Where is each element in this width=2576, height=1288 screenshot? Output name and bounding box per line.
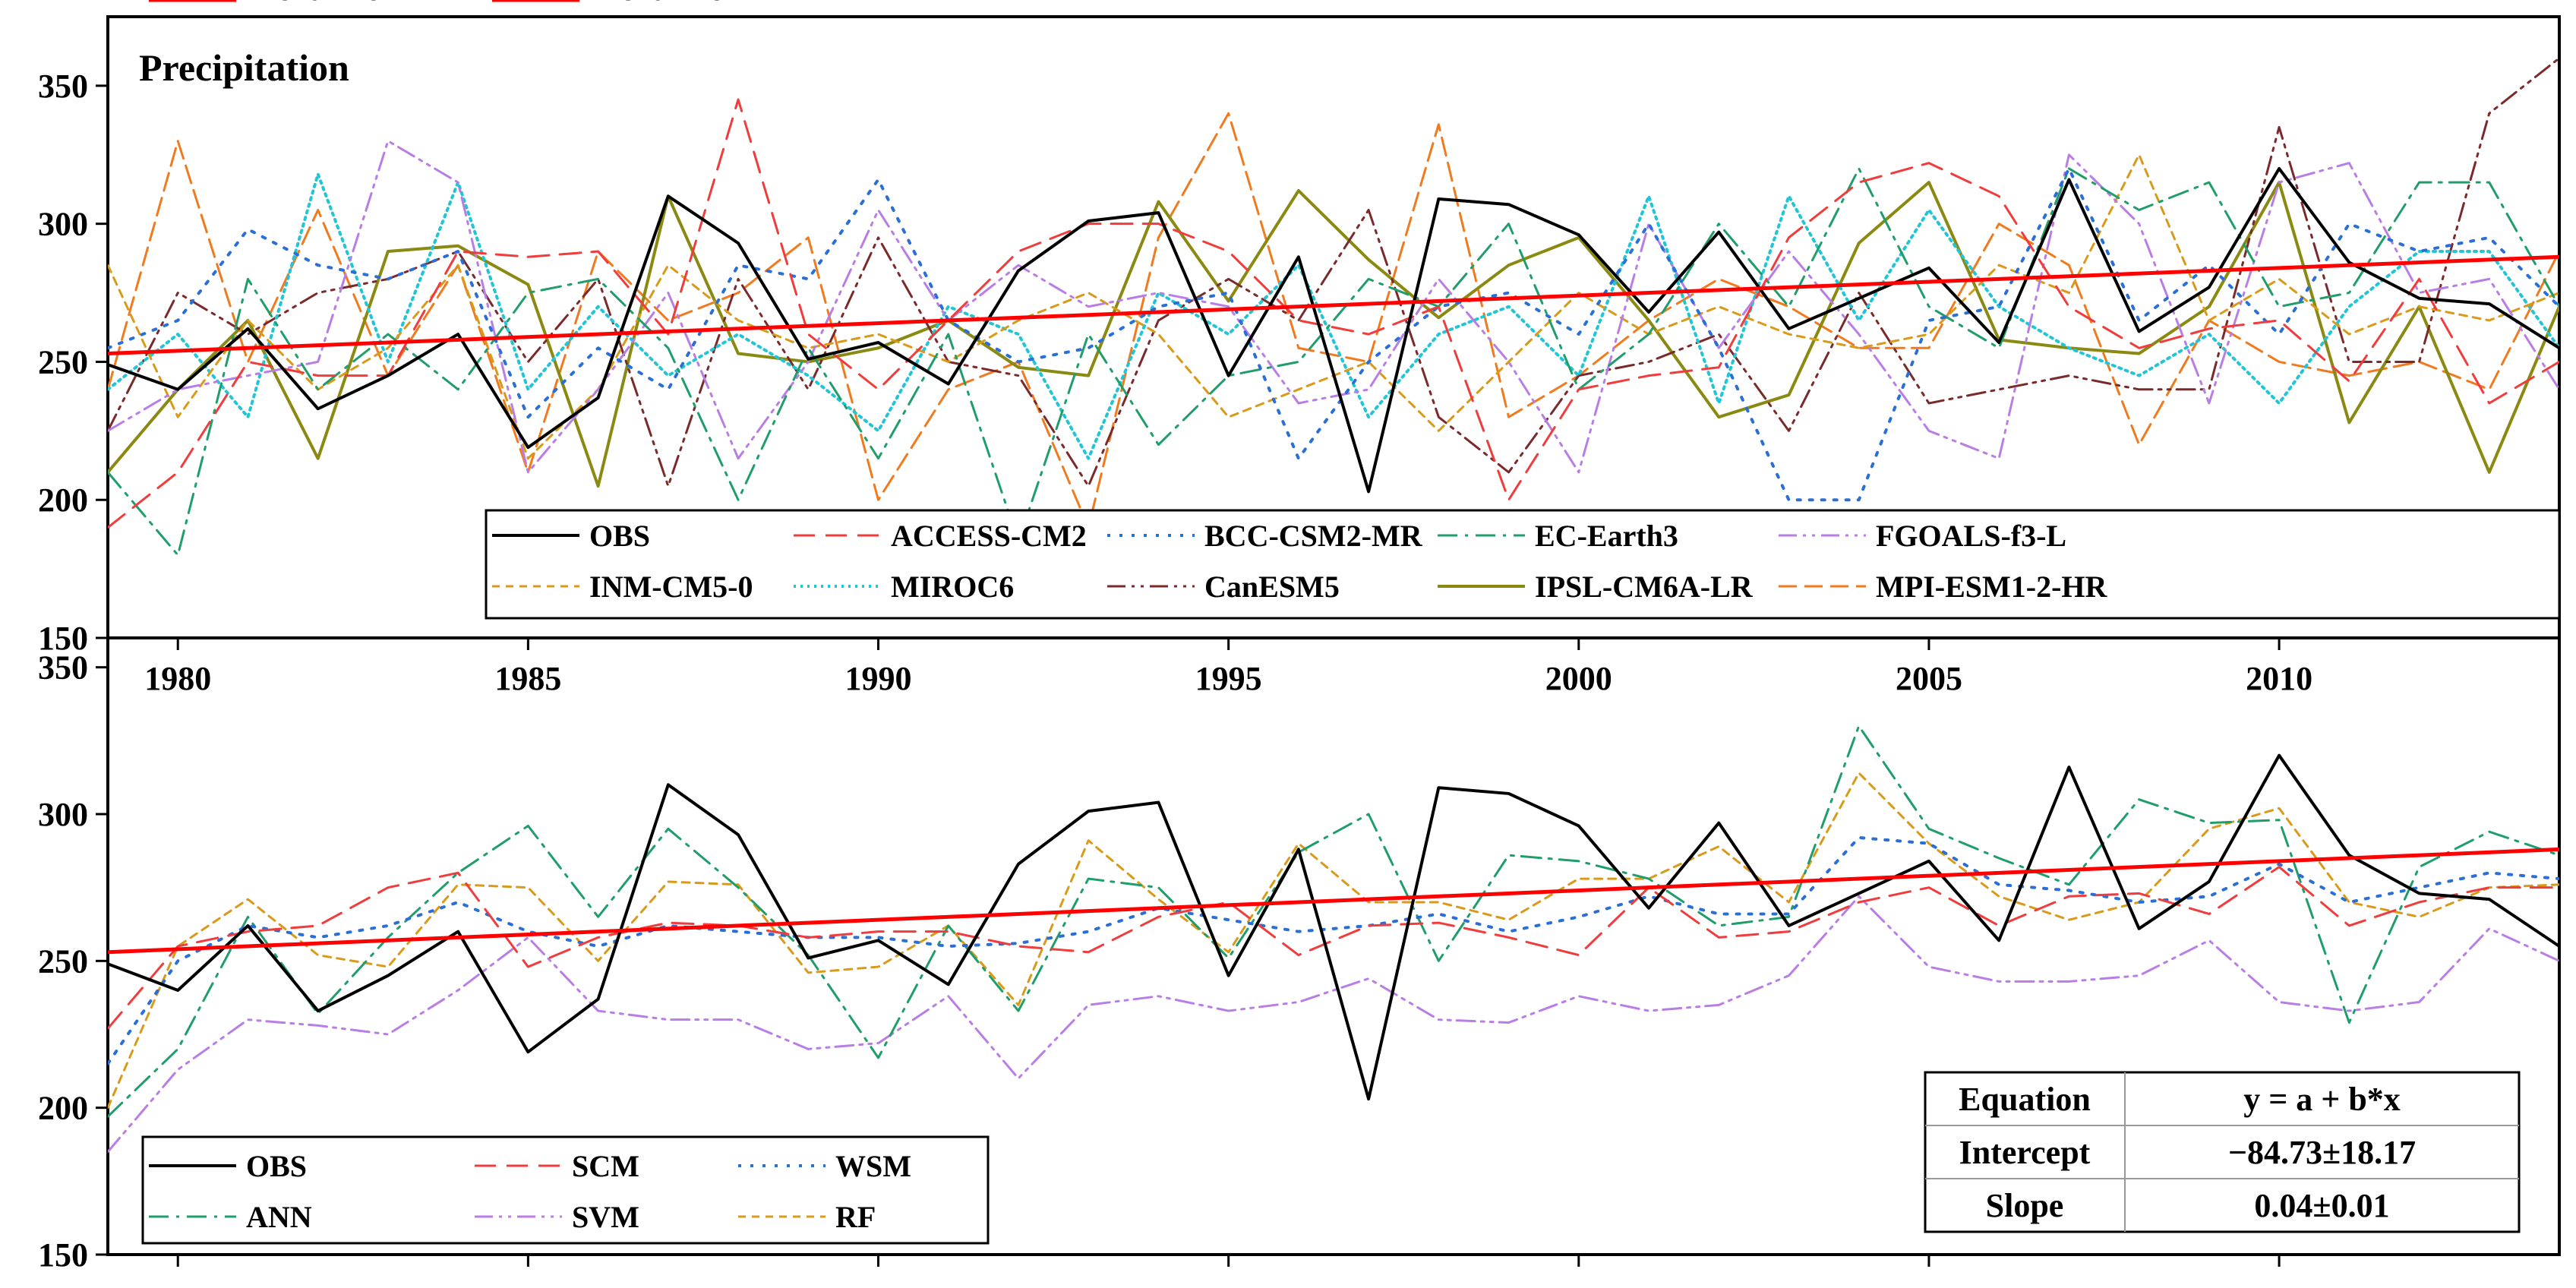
- y-tick-label: 200: [38, 481, 88, 519]
- legend-box: [485, 509, 2561, 620]
- legend-label-scm: SCM: [572, 1149, 639, 1183]
- legend-label-wsm: WSM: [835, 1149, 911, 1183]
- legend-label-ann: ANN: [246, 1200, 312, 1234]
- series-line-obs: [108, 166, 2559, 494]
- series-line-obs: [108, 753, 2559, 1101]
- legend-label-trend-line: Trend line: [246, 0, 379, 7]
- legend-label-rf: RF: [835, 1200, 876, 1234]
- x-tick-label: 1985: [494, 660, 561, 697]
- legend-label-svm: SVM: [572, 1200, 639, 1234]
- fit-table-value: y = a + b*x: [2243, 1081, 2401, 1118]
- y-tick-label: 350: [38, 649, 88, 687]
- x-tick-label: 1980: [144, 660, 211, 697]
- series-line-trend-line: [108, 254, 2559, 356]
- series-line-mpi-esm1-2-hr: [108, 112, 2559, 529]
- panel-precipitation-downscaling: 150 200 250 300 350 OBS SCM WSM ANN SVM RF Trend li…: [38, 0, 2561, 1274]
- legend-label-inm-cm5-0: INM-CM5-0: [589, 570, 753, 604]
- legend-label-bcc-csm2-mr: BCC-CSM2-MR: [1204, 519, 1423, 553]
- fit-table-value: −84.73±18.17: [2228, 1134, 2416, 1171]
- legend-label-obs: OBS: [246, 1149, 307, 1183]
- x-tick-label: 1990: [845, 660, 912, 697]
- x-tick-label: 2010: [2246, 660, 2312, 697]
- series-line-fgoals-f3-l: [108, 140, 2559, 474]
- series-line-miroc6: [108, 172, 2559, 460]
- x-tick-label: 1995: [1195, 660, 1262, 697]
- fit-table-value: 0.04±0.01: [2254, 1187, 2389, 1224]
- legend-label-mpi-esm1-2-hr: MPI-ESM1-2-HR: [1876, 570, 2108, 604]
- y-tick-label: 250: [38, 343, 88, 380]
- y-tick-label: 300: [38, 206, 88, 243]
- series-line-wsm: [108, 835, 2559, 1065]
- fit-table-key: Intercept: [1959, 1134, 2091, 1171]
- fit-table-box: [1924, 1071, 2521, 1233]
- y-tick-label: 250: [38, 942, 88, 980]
- fit-table-key: Equation: [1959, 1081, 2091, 1118]
- series-line-trend-line: [108, 847, 2559, 955]
- series-line-scm: [108, 866, 2559, 1030]
- fit-table-key: Slope: [1986, 1187, 2064, 1224]
- series-line-ec-earth3: [108, 167, 2559, 557]
- legend-label-obs: OBS: [589, 519, 650, 553]
- legend-label-ec-earth3: EC-Earth3: [1535, 519, 1678, 553]
- chart-title: Precipitation: [139, 46, 349, 89]
- series-group: [108, 724, 2559, 1154]
- x-tick-label: 2005: [1896, 660, 1962, 697]
- series-line-bcc-csm2-mr: [108, 166, 2559, 502]
- x-tick-label: 2000: [1545, 660, 1612, 697]
- series-group: [108, 57, 2559, 557]
- series-line-ann: [108, 724, 2559, 1118]
- panel-precipitation-gcms: 150 200 250 300 350 1980 1985 1990 1995 2000 2005 2…: [38, 0, 2561, 697]
- y-tick-label: 200: [38, 1090, 88, 1127]
- y-tick-label: 300: [38, 796, 88, 833]
- legend-label-trend-line: Trend line: [589, 0, 722, 7]
- series-line-rf: [108, 772, 2559, 1110]
- legend-box: [141, 1135, 990, 1245]
- legend-label-ipsl-cm6a-lr: IPSL-CM6A-LR: [1535, 570, 1754, 604]
- legend-label-miroc6: MIROC6: [891, 570, 1014, 604]
- series-line-canesm5: [108, 57, 2559, 488]
- legend-label-canesm5: CanESM5: [1204, 570, 1340, 604]
- series-line-access-cm2: [108, 98, 2559, 529]
- legend-label-fgoals-f3-l: FGOALS-f3-L: [1876, 519, 2066, 553]
- y-tick-label: 150: [38, 1236, 88, 1274]
- legend-label-access-cm2: ACCESS-CM2: [891, 519, 1087, 553]
- y-tick-label: 150: [38, 620, 88, 657]
- series-line-svm: [108, 895, 2559, 1154]
- y-tick-label: 350: [38, 68, 88, 105]
